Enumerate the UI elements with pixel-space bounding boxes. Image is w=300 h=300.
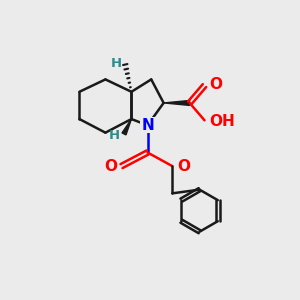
Text: O: O	[209, 77, 222, 92]
Polygon shape	[122, 119, 131, 135]
Text: O: O	[104, 159, 117, 174]
Text: N: N	[141, 118, 154, 133]
Text: OH: OH	[209, 114, 235, 129]
Text: O: O	[177, 159, 190, 174]
Polygon shape	[164, 100, 190, 105]
Text: H: H	[109, 129, 120, 142]
Text: H: H	[111, 57, 122, 70]
